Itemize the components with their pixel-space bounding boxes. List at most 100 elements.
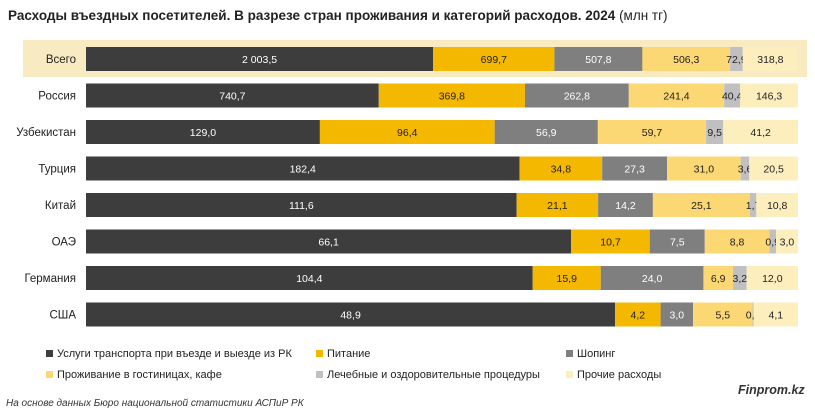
data-label: 15,9: [557, 273, 578, 285]
bar-segment: [742, 47, 798, 71]
bar-segment: [704, 229, 770, 254]
legend-swatch: [566, 371, 573, 378]
bar-segment: [86, 156, 520, 181]
data-label: 699,7: [481, 54, 507, 66]
data-label: 21,1: [547, 200, 568, 212]
data-label: 182,4: [290, 164, 316, 176]
data-label: 6,9: [711, 273, 726, 285]
bar-segment: [649, 229, 705, 254]
bar-segment: [597, 120, 707, 144]
category-label: Всего: [46, 54, 76, 66]
bar-segment: [554, 47, 643, 71]
bar-segment: [532, 266, 601, 290]
legend-label: Прочие расходы: [577, 369, 662, 381]
bar-segment: [598, 193, 653, 217]
bar-segment: [615, 302, 661, 327]
data-label: 507,8: [585, 54, 611, 66]
bar-segment: [516, 193, 599, 217]
chart-title: Расходы въездных посетителей. В разрезе …: [8, 8, 668, 23]
bar-segment: [86, 83, 379, 108]
bar-segment: [724, 83, 741, 108]
bar-segment: [628, 83, 725, 108]
bar-segment: [740, 156, 750, 181]
legend-swatch: [316, 350, 323, 357]
legend-item: Услуги транспорта при въезде и выезде из…: [46, 348, 292, 360]
data-label: 3,2: [733, 273, 748, 285]
bar-segment: [319, 120, 495, 144]
data-label: 369,8: [439, 91, 465, 103]
data-label: 129,0: [190, 127, 216, 139]
data-label: 111,6: [289, 200, 314, 212]
bar-segment: [703, 266, 733, 290]
data-label: 506,3: [673, 54, 699, 66]
legend-swatch: [46, 371, 53, 378]
bar-segment: [746, 266, 798, 290]
bar-segment: [519, 156, 603, 181]
bar-segment: [732, 266, 747, 290]
bar-segment: [769, 229, 776, 254]
bar-segment: [660, 302, 694, 327]
bar-segment: [86, 229, 572, 254]
category-label: США: [49, 310, 76, 322]
legend-item: Лечебные и оздоровительные процедуры: [316, 369, 540, 381]
data-label: 262,8: [564, 91, 590, 103]
legend-label: Проживание в гостиницах, кафе: [57, 369, 222, 381]
data-label: 3,6: [738, 164, 753, 176]
legend-swatch: [566, 350, 573, 357]
data-label: 3,0: [780, 237, 795, 249]
bar-segment: [433, 47, 555, 71]
bar-segment: [378, 83, 525, 108]
stacked-bar-chart: Всего 2 003,5 699,7 507,8 506,3 72,9 318,8 Росс…: [16, 40, 807, 327]
data-label: 4,2: [631, 310, 646, 322]
category-label: Китай: [45, 200, 76, 212]
data-label: 72,9: [726, 54, 747, 66]
data-label: 318,8: [757, 54, 783, 66]
data-label: 241,4: [663, 91, 689, 103]
bar-segment: [667, 156, 741, 181]
data-label: 12,0: [762, 273, 783, 285]
legend-item: Прочие расходы: [566, 369, 661, 381]
data-label: 24,0: [642, 273, 663, 285]
data-label: 96,4: [397, 127, 418, 139]
data-label: 34,8: [551, 164, 572, 176]
bar-segment: [775, 229, 798, 254]
legend-item: Проживание в гостиницах, кафе: [46, 369, 222, 381]
legend-swatch: [316, 371, 323, 378]
bar-segment: [749, 156, 798, 181]
bar-segment: [706, 120, 724, 144]
data-label: 27,3: [624, 164, 645, 176]
bar-segment: [86, 47, 434, 71]
data-label: 4,1: [769, 310, 784, 322]
data-label: 40,4: [722, 91, 743, 103]
bar-segment: [524, 83, 629, 108]
legend-item: Питание: [316, 348, 370, 360]
data-label: 10,7: [600, 237, 621, 249]
data-label: 146,3: [756, 91, 782, 103]
category-label: Турция: [38, 164, 76, 176]
bar-segment: [756, 193, 798, 217]
data-label: 66,1: [318, 237, 339, 249]
data-label: 7,5: [670, 237, 685, 249]
bar-segment: [600, 266, 704, 290]
source-note: На основе данных Бюро национальной стати…: [6, 398, 304, 409]
bar-segment: [652, 193, 750, 217]
data-label: 740,7: [219, 91, 245, 103]
bar-segment: [86, 266, 533, 290]
data-label: 3,0: [670, 310, 685, 322]
category-label: ОАЭ: [52, 237, 76, 249]
data-label: 2 003,5: [242, 54, 277, 66]
chart-title-unit: (млн тг): [619, 8, 668, 23]
legend-label: Лечебные и оздоровительные процедуры: [327, 369, 540, 381]
chart-title-main: Расходы въездных посетителей. В разрезе …: [8, 8, 616, 23]
data-label: 104,4: [296, 273, 322, 285]
data-label: 56,9: [536, 127, 557, 139]
bar-segment: [86, 302, 616, 327]
bar-segment: [602, 156, 668, 181]
bar-segment: [86, 120, 320, 144]
bar-segment: [723, 120, 798, 144]
bar-segment: [730, 47, 743, 71]
bar-segment: [86, 193, 517, 217]
legend-label: Питание: [327, 348, 371, 360]
bar-segment: [494, 120, 598, 144]
bar-segment: [571, 229, 650, 254]
